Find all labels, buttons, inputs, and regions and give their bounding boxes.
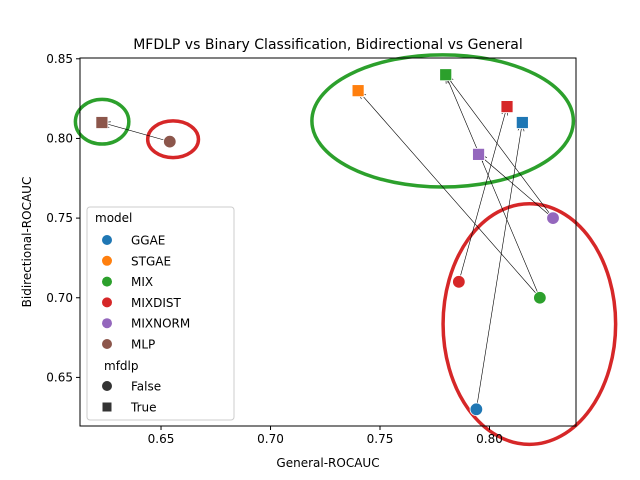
y-tick-label: 0.65 (46, 370, 73, 384)
point-mix-false (533, 291, 547, 305)
legend-label-mlp: MLP (131, 338, 155, 352)
arrow-line (357, 90, 541, 298)
x-axis-ticks: 0.65 0.70 0.75 0.80 (148, 426, 503, 446)
y-tick-label: 0.75 (46, 211, 73, 225)
legend-label-true: True (130, 401, 157, 415)
x-tick-label: 0.65 (148, 432, 175, 446)
arrow-line (445, 74, 541, 298)
legend-marker-ggae (102, 235, 112, 245)
legend-marker-mix (102, 276, 112, 287)
legend-marker-mixnorm (102, 318, 112, 329)
x-tick-label: 0.70 (257, 432, 284, 446)
x-axis-label: General-ROCAUC (276, 456, 379, 470)
legend-label-mixnorm: MIXNORM (131, 317, 190, 331)
legend-label-false: False (131, 380, 161, 394)
arrow-line (478, 154, 554, 219)
point-mlp-false (163, 134, 177, 149)
point-stgae-true (351, 84, 365, 98)
legend-marker-stgae (102, 255, 112, 266)
annotation-ellipse (145, 119, 201, 160)
arrow-line (445, 74, 554, 219)
legend-label-mix: MIX (131, 275, 153, 289)
point-layer (95, 68, 560, 416)
point-mixnorm-false (546, 211, 560, 225)
y-tick-label: 0.85 (46, 52, 73, 66)
point-ggae-true (515, 116, 529, 129)
legend-marker-mlp (102, 339, 112, 349)
x-tick-label: 0.75 (367, 432, 394, 446)
annotation-ellipse (441, 202, 618, 447)
y-axis-label: Bidirectional-ROCAUC (20, 177, 34, 308)
plot-frame (79, 57, 577, 427)
legend-marker-mixdist (102, 297, 112, 308)
legend-title-mfdlp: mfdlp (104, 359, 138, 373)
arrow-line (458, 106, 508, 282)
legend-label-ggae: GGAE (131, 234, 165, 248)
y-axis-ticks: 0.65 0.70 0.75 0.80 0.85 (46, 52, 80, 384)
x-tick-label: 0.80 (476, 432, 503, 446)
arrow-line (476, 122, 523, 410)
chart-title: MFDLP vs Binary Classification, Bidirect… (133, 37, 523, 53)
y-tick-label: 0.80 (46, 131, 73, 145)
legend: model GGAE STGAE MIX MIXDIST MIXNORM MLP mfdlp F… (86, 206, 235, 421)
y-tick-label: 0.70 (46, 291, 73, 305)
arrow-line (101, 122, 170, 142)
annotation-ellipse (73, 97, 131, 146)
legend-label-stgae: STGAE (131, 254, 171, 268)
point-mixdist-false (452, 275, 466, 289)
legend-marker-square (102, 402, 112, 412)
legend-label-mixdist: MIXDIST (131, 296, 182, 310)
point-mix-true (439, 68, 453, 82)
point-mixnorm-true (472, 147, 485, 161)
legend-marker-circle (102, 381, 112, 391)
legend-box (86, 206, 235, 421)
point-mlp-true (95, 116, 109, 129)
point-ggae-false (469, 402, 484, 416)
point-mixdist-true (500, 100, 514, 113)
legend-title-model: model (95, 211, 132, 225)
